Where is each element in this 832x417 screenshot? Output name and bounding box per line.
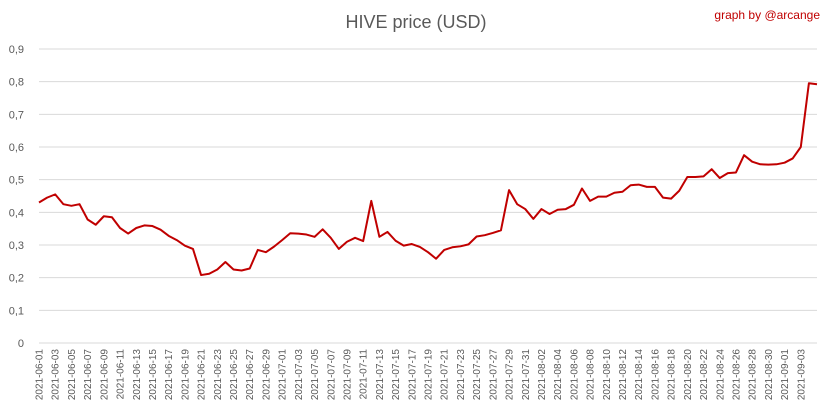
y-tick-label: 0,9 (9, 44, 24, 56)
y-tick-label: 0,3 (9, 240, 24, 252)
x-tick-label: 2021-09-01 (780, 349, 791, 401)
chart-title: HIVE price (USD) (345, 12, 487, 32)
x-tick-label: 2021-08-02 (537, 349, 548, 401)
x-tick-label: 2021-07-19 (424, 349, 435, 401)
series-line (38, 82, 818, 277)
x-tick-label: 2021-08-16 (650, 349, 661, 401)
x-tick-label: 2021-06-11 (116, 349, 127, 400)
x-tick-label: 2021-07-05 (310, 349, 321, 401)
x-tick-label: 2021-07-17 (407, 349, 418, 401)
x-tick-label: 2021-07-11 (359, 349, 370, 400)
x-tick-label: 2021-08-30 (764, 349, 775, 401)
x-tick-label: 2021-06-05 (67, 349, 78, 401)
x-tick-label: 2021-08-12 (618, 349, 629, 401)
x-tick-label: 2021-07-09 (342, 349, 353, 401)
x-tick-label: 2021-07-23 (456, 349, 467, 401)
y-tick-label: 0 (18, 338, 24, 350)
x-tick-label: 2021-07-13 (375, 349, 386, 401)
x-tick-label: 2021-07-15 (391, 349, 402, 401)
x-tick-label: 2021-08-04 (553, 349, 564, 401)
x-tick-label: 2021-06-01 (35, 349, 46, 401)
x-axis-ticks: 2021-06-01 2021-06-03 2021-06-05 2021-06-07… (35, 349, 808, 401)
x-tick-label: 2021-06-15 (148, 349, 159, 401)
x-tick-label: 2021-06-17 (164, 349, 175, 401)
x-tick-label: 2021-06-13 (132, 349, 143, 401)
x-tick-label: 2021-06-27 (245, 349, 256, 401)
x-tick-label: 2021-08-06 (569, 349, 580, 401)
x-tick-label: 2021-06-21 (197, 349, 208, 401)
x-tick-label: 2021-08-26 (731, 349, 742, 401)
y-tick-label: 0,4 (9, 207, 24, 219)
x-tick-label: 2021-07-21 (440, 349, 451, 401)
x-tick-label: 2021-08-18 (667, 349, 678, 401)
y-tick-label: 0,7 (9, 109, 24, 121)
x-tick-label: 2021-07-31 (521, 349, 532, 401)
x-tick-label: 2021-06-29 (261, 349, 272, 401)
y-tick-label: 0,1 (9, 305, 24, 317)
x-tick-label: 2021-08-10 (602, 349, 613, 401)
x-tick-label: 2021-07-01 (278, 349, 289, 401)
chart-credit: graph by @arcange (714, 8, 820, 22)
x-tick-label: 2021-08-14 (634, 349, 645, 401)
x-tick-label: 2021-08-28 (748, 349, 759, 401)
x-tick-label: 2021-07-29 (505, 349, 516, 401)
x-tick-label: 2021-06-07 (83, 349, 94, 401)
series-layer (38, 82, 818, 277)
y-tick-label: 0,2 (9, 273, 24, 285)
x-tick-label: 2021-06-03 (51, 349, 62, 401)
gridlines (39, 48, 817, 344)
x-tick-label: 2021-06-19 (180, 349, 191, 401)
y-tick-label: 0,5 (9, 175, 24, 187)
x-tick-label: 2021-08-22 (699, 349, 710, 401)
x-tick-label: 2021-08-20 (683, 349, 694, 401)
y-tick-label: 0,8 (9, 77, 24, 89)
x-tick-label: 2021-09-03 (796, 349, 807, 401)
y-tick-label: 0,6 (9, 142, 24, 154)
y-axis-ticks: 0 0,1 0,2 0,3 0,4 0,5 0,6 0,7 0,8 0,9 (9, 44, 24, 350)
x-tick-label: 2021-07-07 (326, 349, 337, 401)
x-tick-label: 2021-06-23 (213, 349, 224, 401)
x-tick-label: 2021-07-27 (488, 349, 499, 401)
x-tick-label: 2021-08-24 (715, 349, 726, 401)
x-tick-label: 2021-06-09 (99, 349, 110, 401)
x-tick-label: 2021-06-25 (229, 349, 240, 401)
x-tick-label: 2021-07-25 (472, 349, 483, 401)
x-tick-label: 2021-07-03 (294, 349, 305, 401)
x-tick-label: 2021-08-08 (586, 349, 597, 401)
